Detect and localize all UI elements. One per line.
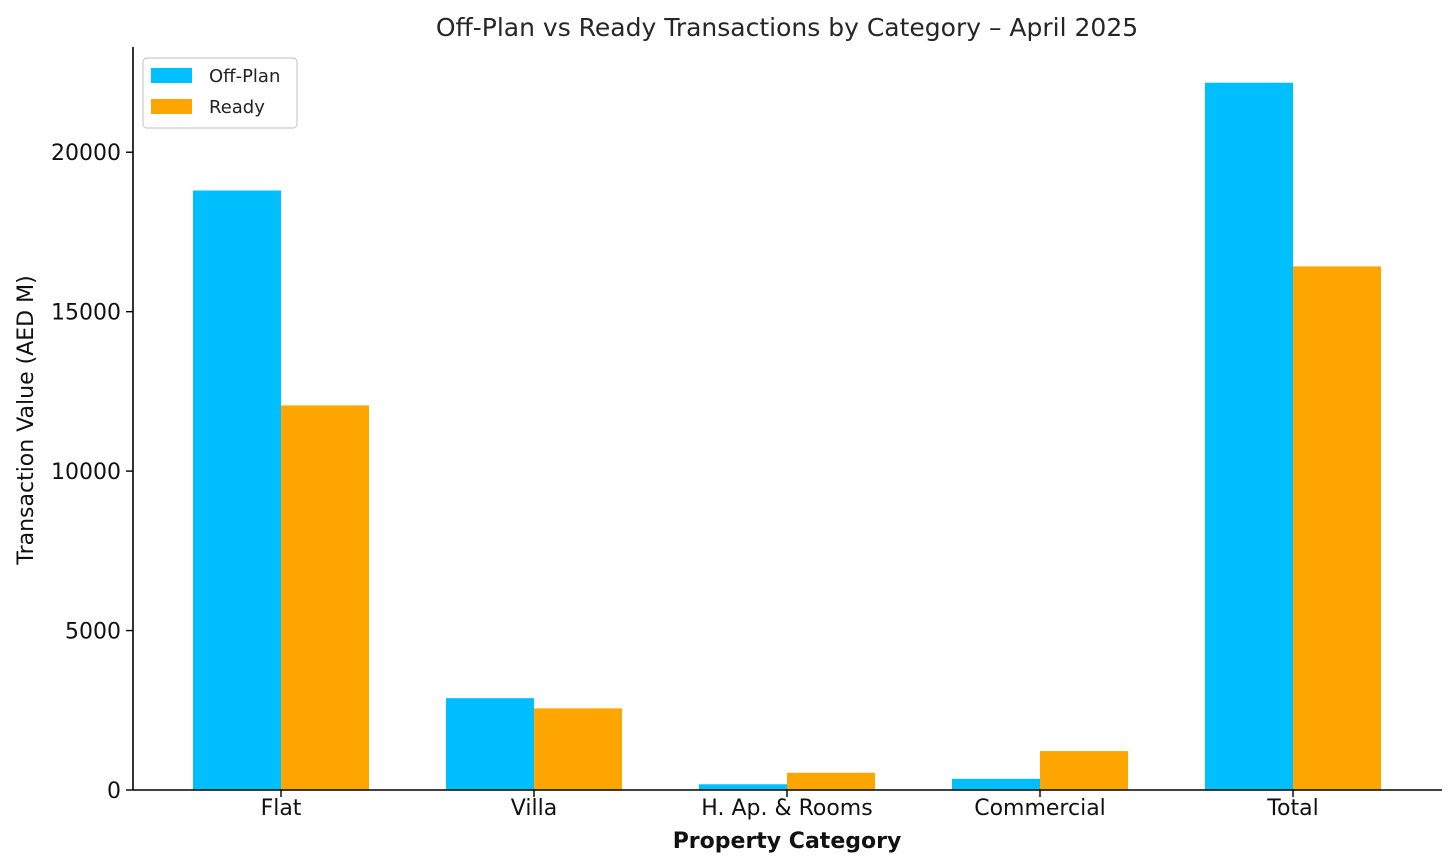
y-tick-label: 0 — [107, 779, 121, 804]
bar-ready-flat — [281, 405, 369, 790]
legend-swatch-off-plan — [151, 68, 192, 83]
y-ticks: 0 5000 10000 15000 20000 — [51, 141, 133, 804]
bar-ready-commercial — [1040, 751, 1128, 790]
bar-off-plan-h-ap-rooms — [699, 784, 787, 790]
legend-label-ready: Ready — [209, 97, 265, 118]
x-tick-label-flat: Flat — [261, 796, 302, 821]
bar-off-plan-total — [1205, 82, 1293, 790]
x-ticks: Flat Villa H. Ap. & Rooms Commercial Total — [261, 790, 1319, 821]
x-tick-label-villa: Villa — [511, 796, 557, 821]
bars-layer — [193, 82, 1381, 790]
y-tick-label: 15000 — [51, 301, 121, 326]
legend-label-off-plan: Off-Plan — [209, 66, 280, 87]
y-tick-label: 20000 — [51, 141, 121, 166]
x-axis-label: Property Category — [673, 829, 902, 854]
x-tick-label-h-ap-rooms: H. Ap. & Rooms — [701, 796, 872, 821]
bar-ready-villa — [534, 708, 622, 790]
bar-off-plan-villa — [446, 698, 534, 790]
legend-swatch-ready — [151, 99, 192, 114]
bar-ready-total — [1293, 266, 1381, 790]
x-tick-label-total: Total — [1266, 796, 1318, 821]
legend: Off-Plan Ready — [142, 57, 298, 129]
y-tick-label: 5000 — [65, 620, 121, 645]
y-tick-label: 10000 — [51, 460, 121, 485]
y-axis-label: Transaction Value (AED M) — [14, 275, 39, 565]
bar-ready-h-ap-rooms — [787, 772, 875, 790]
bar-off-plan-commercial — [952, 778, 1040, 790]
x-tick-label-commercial: Commercial — [974, 796, 1106, 821]
bar-off-plan-flat — [193, 190, 281, 790]
chart-title: Off-Plan vs Ready Transactions by Catego… — [436, 13, 1138, 42]
